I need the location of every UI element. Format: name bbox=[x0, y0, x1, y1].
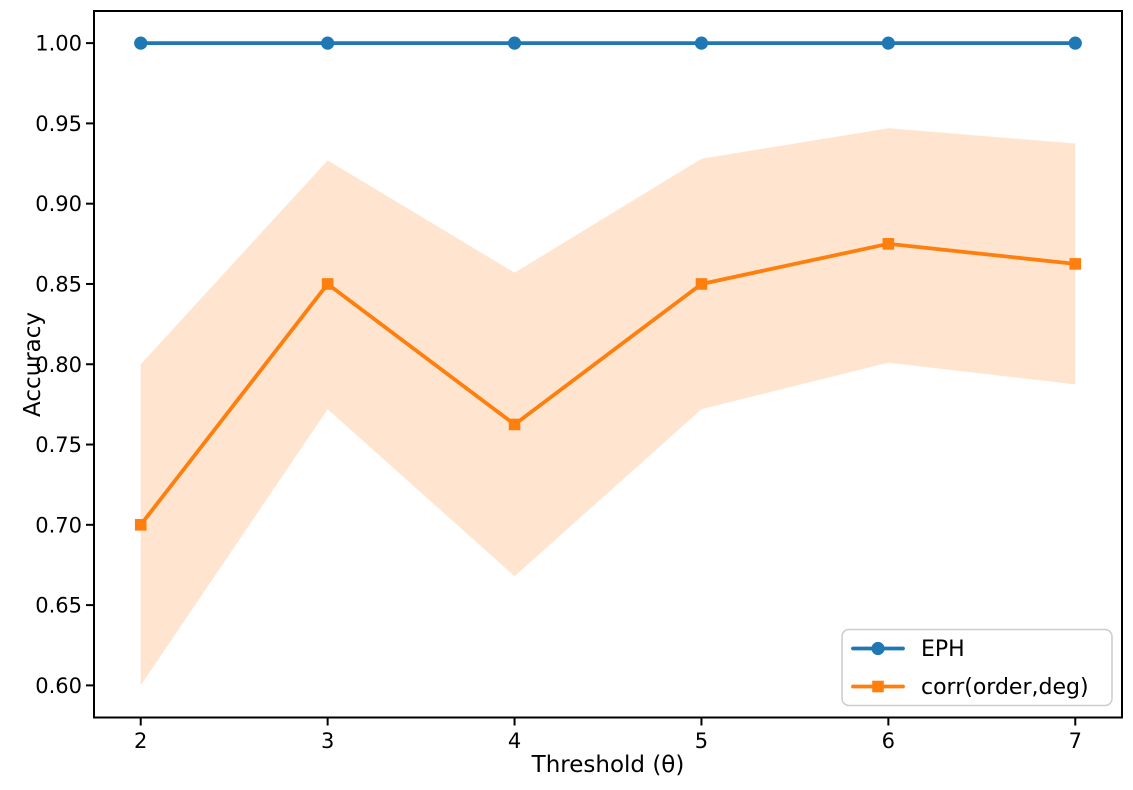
y-tick-label: 0.80 bbox=[35, 353, 82, 377]
eph-data-point-marker bbox=[507, 36, 522, 50]
y-tick-label: 0.95 bbox=[35, 112, 82, 136]
corr-data-point-marker bbox=[882, 238, 895, 250]
confidence-band bbox=[140, 128, 1076, 686]
eph-data-point-marker bbox=[694, 36, 709, 50]
x-tick-label: 4 bbox=[508, 729, 521, 753]
x-tick-label: 7 bbox=[1069, 729, 1082, 753]
x-tick-label: 5 bbox=[695, 729, 708, 753]
legend-corr-square-marker-icon bbox=[872, 680, 884, 693]
y-tick-label: 0.65 bbox=[35, 594, 82, 618]
band-layer bbox=[140, 128, 1076, 686]
legend-label: EPH bbox=[921, 637, 965, 662]
y-tick-label: 0.90 bbox=[35, 192, 82, 216]
x-tick-label: 3 bbox=[321, 729, 334, 753]
y-tick-label: 0.75 bbox=[35, 433, 82, 457]
eph-data-point-marker bbox=[321, 36, 335, 50]
legend-eph-circle-marker-icon bbox=[871, 641, 885, 656]
x-axis-label: Threshold (θ) bbox=[531, 752, 685, 778]
series-layer bbox=[134, 36, 1082, 531]
legend: EPH corr(order,deg) bbox=[841, 628, 1113, 707]
corr-data-point-marker bbox=[695, 278, 708, 290]
corr-data-point-marker bbox=[508, 418, 521, 431]
y-tick-label: 0.85 bbox=[35, 272, 82, 296]
corr-data-point-marker bbox=[1069, 258, 1082, 270]
axes-layer: 2 3 4 5 6 7 0.60 0.65 0.70 0.75 0.80 0.85 0.90 0.95 1.… bbox=[35, 10, 1123, 753]
corr-data-point-marker bbox=[321, 278, 334, 290]
eph-data-point-marker bbox=[134, 36, 148, 50]
x-tick-label: 6 bbox=[882, 729, 895, 753]
x-tick-label: 2 bbox=[134, 729, 147, 753]
corr-line bbox=[138, 241, 1078, 527]
eph-data-point-marker bbox=[881, 36, 895, 50]
y-tick-label: 0.60 bbox=[35, 674, 82, 698]
legend-label: corr(order,deg) bbox=[921, 675, 1089, 700]
corr-data-point-marker bbox=[134, 519, 147, 531]
y-tick-label: 0.70 bbox=[35, 513, 82, 537]
legend-frame bbox=[841, 628, 1113, 707]
eph-data-point-marker bbox=[1068, 36, 1082, 50]
y-tick-label: 1.00 bbox=[35, 32, 82, 56]
y-axis-label: Accuracy bbox=[20, 312, 46, 417]
